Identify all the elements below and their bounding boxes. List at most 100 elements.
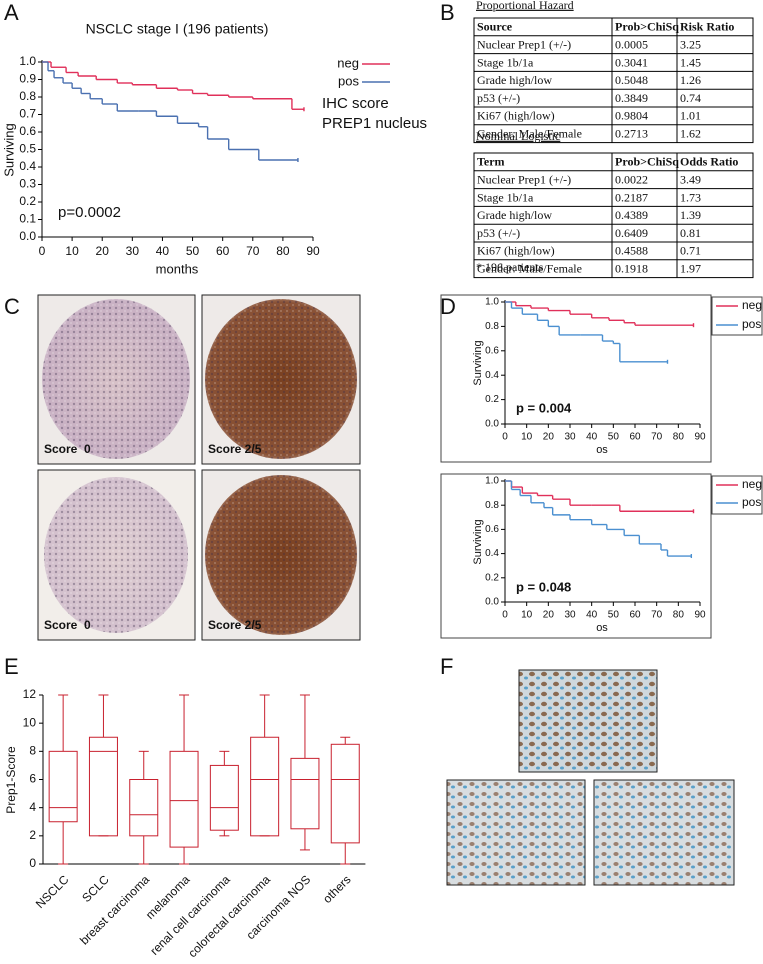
y-tick-label: 6 [29,772,36,786]
panel-f-images [446,669,735,886]
table-title: Nominal Logistic [476,129,560,143]
table-cell: Grade high/low [477,73,552,87]
x-tick-label: 20 [543,432,555,443]
y-tick-label: 0.0 [19,229,36,243]
x-tick-label: 40 [156,244,170,258]
y-tick-label: 0.6 [485,345,499,356]
annotation: PREP1 nucleus [322,115,427,132]
panel-label: F [440,654,453,679]
y-axis-label: Surviving [1,123,16,176]
table-cell: 0.3041 [615,55,648,69]
table-cell: Nuclear Prep1 (+/-) [477,37,571,51]
y-tick-label: 2 [29,828,36,842]
micrograph [446,779,586,886]
table-cell: 0.0022 [615,172,648,186]
x-tick-label: 90 [694,432,706,443]
x-tick-label: 40 [586,432,598,443]
table-cell: Nuclear Prep1 (+/-) [477,172,571,186]
table-footnote: * 196 patients [476,260,544,274]
panel-c-images [37,294,361,641]
table-cell: Stage 1b/1a [477,55,534,69]
y-tick-label: 0.2 [19,194,36,208]
x-tick-label: 70 [246,244,260,258]
x-tick-label: 10 [65,244,79,258]
y-tick-label: 0.6 [485,524,499,535]
table-cell: Ki67 (high/low) [477,109,555,123]
table-cell: 0.0005 [615,37,648,51]
y-tick-label: 0.0 [485,419,499,430]
box [169,750,199,848]
x-tick-label: NSCLC [33,872,72,911]
panel-label: D [440,294,456,319]
y-axis-label: Surviving [472,519,484,564]
table-cell: 1.26 [680,73,701,87]
table-cell: 3.25 [680,37,701,51]
y-tick-label: 8 [29,744,36,758]
legend-box [711,296,763,336]
column-header: Source [477,20,513,34]
y-tick-label: 0.1 [19,212,36,226]
table-border [473,152,754,279]
y-tick-label: 0.8 [485,500,499,511]
table-cell: 0.6409 [615,226,648,240]
table-cell: Stage 1b/1a [477,190,534,204]
y-tick-label: 1.0 [485,476,499,487]
x-tick-label: 10 [521,432,533,443]
x-tick-label: 10 [521,610,533,621]
x-tick-label: 70 [651,432,663,443]
tissue-texture [205,299,357,459]
column-header: Prob>ChiSq [615,155,679,169]
x-tick-label: 20 [96,244,110,258]
x-tick-label: 50 [186,244,200,258]
y-tick-label: 10 [23,715,37,729]
y-tick-label: 0.7 [19,107,36,121]
x-tick-label: 80 [673,432,685,443]
y-tick-label: 0.4 [19,159,36,173]
table-cell: 0.2713 [615,126,648,140]
table-cell: 1.45 [680,55,701,69]
panel-label: E [4,654,19,679]
table-cell: Gender: Male/Female [477,261,582,275]
x-axis-label: months [156,261,199,276]
panel-label: A [4,0,19,25]
y-axis-label: Surviving [472,340,484,385]
x-tick-label: 30 [564,432,576,443]
legend-box [711,475,763,515]
x-tick-label: others [320,872,353,905]
panel-label: C [4,294,20,319]
table-cell: 0.1918 [615,261,648,275]
y-tick-label: 0.8 [19,89,36,103]
annotation: p=0.0002 [58,204,121,221]
x-axis-label: os [596,444,608,456]
table-cell: Ki67 (high/low) [477,244,555,258]
table-cell: p53 (+/-) [477,91,520,105]
table-cell: Grade high/low [477,208,552,222]
y-tick-label: 0.3 [19,177,36,191]
x-tick-label: 40 [586,610,598,621]
x-axis-label: os [596,622,608,634]
table-cell: p53 (+/-) [477,226,520,240]
legend-label: pos [742,317,761,331]
y-axis-label: Prep1-Score [4,746,18,814]
tile-label: Score 0 [44,442,91,456]
table-cell: 0.5048 [615,73,648,87]
box [250,736,280,837]
column-header: Risk Ratio [680,20,734,34]
table-cell: 1.39 [680,208,701,222]
annotation: p = 0.048 [516,579,571,594]
table-cell: 0.3849 [615,91,648,105]
tissue-texture [44,477,188,633]
x-tick-label: 30 [564,610,576,621]
legend-label: neg [742,298,762,312]
legend-label: pos [338,73,359,88]
tile-label: Score 2/5 [208,618,262,632]
column-header: Term [477,155,505,169]
y-tick-label: 0.6 [19,124,36,138]
box [330,743,360,844]
table-cell: 0.9804 [615,109,648,123]
x-tick-label: 20 [543,610,555,621]
legend-label: neg [742,477,762,491]
micrograph [518,669,658,773]
table-cell: 1.62 [680,126,701,140]
x-tick-label: 70 [651,610,663,621]
